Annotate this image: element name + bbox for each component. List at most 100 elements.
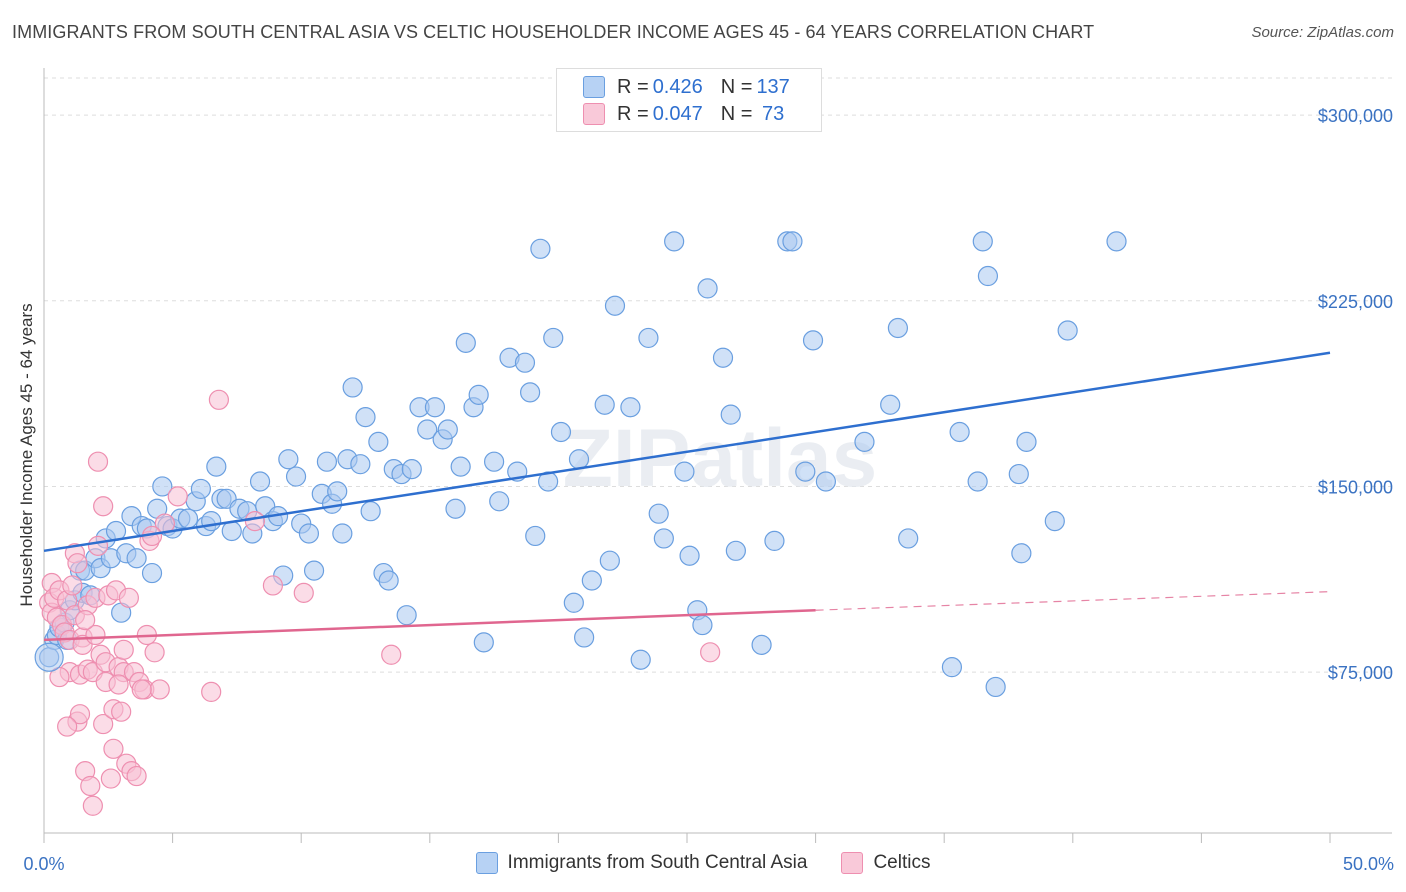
blue-point-110	[725, 540, 746, 561]
blue-point-100	[648, 503, 669, 524]
source-label: Source: ZipAtlas.com	[1251, 24, 1394, 41]
series-legend: Immigrants from South Central Asia Celti…	[0, 852, 1406, 874]
blue-point-86	[530, 238, 551, 259]
pink-point-24	[82, 795, 103, 816]
y-tick-label-3: $300,000	[1318, 106, 1393, 126]
series-legend-item-2: Celtics	[841, 852, 930, 874]
blue-point-133	[1106, 231, 1127, 252]
blue-point-89	[550, 421, 572, 443]
blue-point-61	[368, 431, 389, 452]
pink-point-53	[149, 679, 170, 700]
pink-point-66	[57, 716, 78, 737]
pink-point-36	[100, 768, 121, 789]
pink-point-52	[144, 642, 165, 663]
pink-point-14	[67, 553, 88, 574]
legend-n-value-2: 73	[756, 102, 785, 125]
pink-point-41	[111, 701, 132, 722]
y-tick-label-1: $150,000	[1318, 477, 1393, 497]
blue-point-96	[604, 295, 626, 316]
pink-point-56	[201, 681, 222, 703]
blue-point-59	[355, 407, 376, 428]
legend-r-label-2: R =	[617, 102, 649, 125]
blue-point-58	[350, 454, 371, 475]
pink-point-59	[262, 575, 284, 596]
blue-point-69	[417, 419, 438, 440]
blue-point-114	[782, 231, 803, 252]
blue-point-70	[424, 397, 446, 418]
blue-point-66	[396, 605, 417, 626]
pink-trend-line	[43, 608, 816, 642]
blue-point-34	[206, 456, 227, 477]
blue-point-63	[378, 570, 399, 591]
blue-point-37	[221, 520, 242, 542]
pink-point-37	[103, 738, 124, 759]
blue-point-128	[1008, 463, 1029, 485]
blue-point-120	[887, 317, 909, 339]
blue-point-93	[581, 570, 602, 591]
blue-point-55	[332, 523, 353, 544]
blue-point-124	[967, 471, 988, 492]
series-swatch-pink	[841, 852, 864, 874]
x-tick-label-min: 0.0%	[23, 854, 64, 874]
blue-point-127	[985, 676, 1006, 698]
blue-point-112	[764, 530, 785, 552]
data-points	[34, 231, 1127, 816]
chart-title: IMMIGRANTS FROM SOUTH CENTRAL ASIA VS CE…	[12, 22, 1095, 42]
legend-n-value-1: 137	[756, 75, 790, 98]
blue-point-20	[126, 548, 147, 569]
legend-swatch-blue	[583, 76, 605, 98]
blue-point-67	[401, 459, 422, 480]
y-tick-label-0: $75,000	[1328, 663, 1393, 683]
blue-point-106	[692, 614, 713, 636]
pink-point-60	[293, 582, 314, 603]
blue-point-23	[141, 562, 163, 584]
y-axis-label: Householder Income Ages 45 - 64 years	[17, 303, 36, 606]
blue-point-126	[977, 265, 999, 287]
y-tick-label-2: $225,000	[1318, 292, 1393, 312]
blue-point-83	[514, 352, 536, 373]
blue-point-72	[437, 419, 458, 440]
blue-point-125	[972, 231, 993, 252]
legend-swatch-pink	[583, 103, 605, 125]
blue-point-102	[664, 231, 685, 252]
blue-point-52	[316, 451, 338, 472]
blue-point-97	[620, 397, 641, 418]
pink-point-45	[118, 587, 139, 608]
blue-point-131	[1044, 510, 1065, 532]
blue-trend-line	[43, 351, 1331, 553]
legend-row-2: R = 0.047 N = 73	[583, 102, 784, 126]
blue-point-33	[201, 510, 222, 532]
legend-r-label-1: R =	[617, 75, 649, 98]
blue-point-116	[802, 330, 824, 351]
tick-labels: $75,000 $150,000 $225,000 $300,000 0.0% 50.0%	[23, 106, 1394, 874]
blue-point-119	[880, 394, 901, 415]
blue-point-94	[594, 394, 615, 415]
legend-r-value-2: 0.047	[652, 102, 703, 125]
blue-point-129	[1011, 543, 1032, 564]
blue-point-80	[489, 491, 510, 512]
legend-r-value-1: 0.426	[652, 75, 703, 98]
blue-point-92	[574, 627, 595, 648]
series-name-2: Celtics	[873, 852, 931, 873]
series-name-1: Immigrants from South Central Asia	[507, 852, 808, 873]
blue-point-98	[630, 649, 651, 670]
blue-point-57	[342, 377, 363, 398]
pink-point-27	[85, 624, 106, 646]
blue-point-79	[484, 451, 505, 472]
blue-point-115	[795, 461, 816, 482]
pink-point-31	[93, 496, 114, 517]
blue-point-60	[360, 501, 381, 522]
blue-point-90	[563, 592, 584, 613]
blue-point-78	[473, 632, 494, 653]
blue-point-108	[712, 347, 734, 368]
pink-point-55	[167, 486, 188, 507]
blue-point-49	[298, 523, 320, 544]
blue-point-121	[898, 528, 919, 549]
pink-point-16	[69, 704, 91, 725]
blue-point-41	[249, 471, 271, 492]
pink-point-61	[381, 644, 402, 665]
blue-point-50	[303, 560, 325, 581]
blue-point-132	[1057, 320, 1078, 341]
pink-point-23	[80, 775, 101, 797]
blue-point-25	[152, 476, 173, 497]
